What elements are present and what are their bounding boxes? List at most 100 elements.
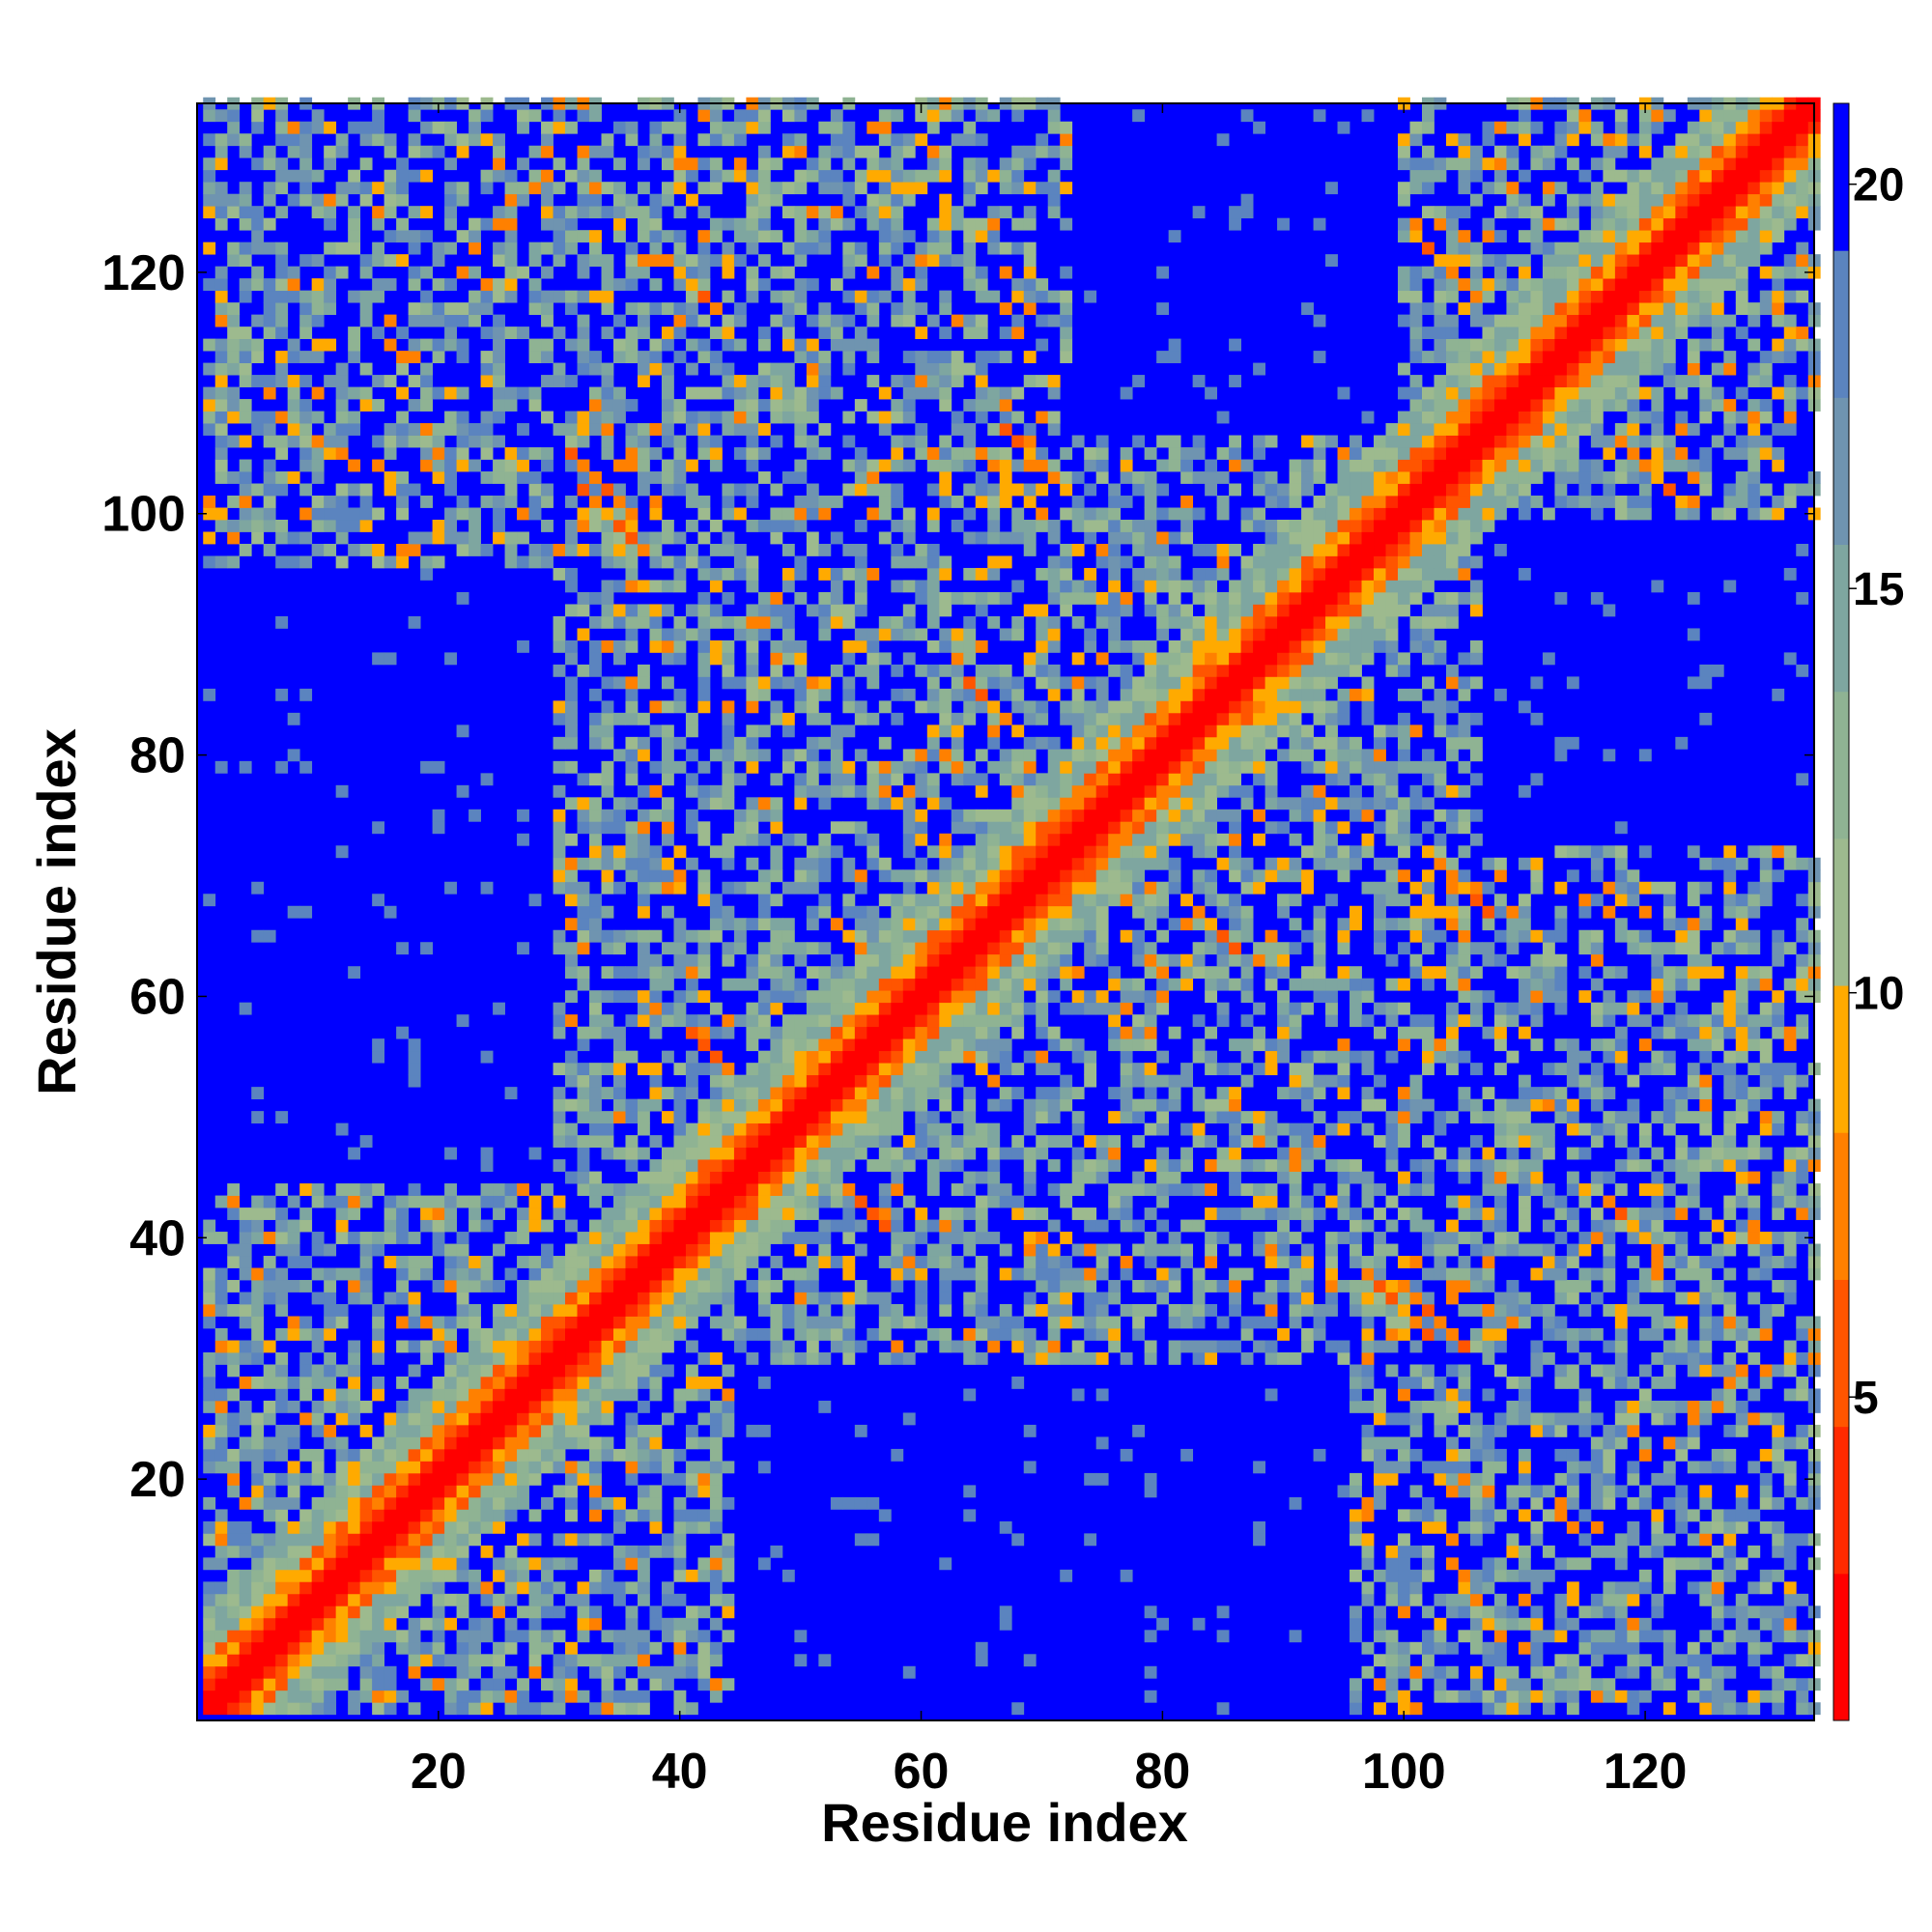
heatmap-cell xyxy=(359,1424,373,1437)
heatmap-cell xyxy=(915,266,928,279)
heatmap-cell xyxy=(878,1026,892,1039)
heatmap-cell xyxy=(456,1605,469,1619)
heatmap-cell xyxy=(565,302,578,316)
heatmap-cell xyxy=(661,1208,674,1220)
heatmap-cell xyxy=(661,483,674,497)
heatmap-cell xyxy=(830,664,843,677)
heatmap-cell xyxy=(757,1424,771,1437)
heatmap-cell xyxy=(649,1351,663,1365)
heatmap-cell xyxy=(420,1436,433,1450)
heatmap-cell xyxy=(565,1327,578,1341)
heatmap-cell xyxy=(637,1256,650,1268)
heatmap-cell xyxy=(287,1376,300,1389)
heatmap-cell xyxy=(915,351,928,363)
heatmap-cell xyxy=(1084,519,1097,532)
heatmap-cell xyxy=(854,1063,867,1076)
heatmap-cell xyxy=(456,1665,469,1679)
heatmap-cell xyxy=(818,1400,832,1413)
heatmap-cell xyxy=(999,1183,1012,1196)
heatmap-cell xyxy=(384,338,397,352)
heatmap-cell xyxy=(637,206,650,219)
heatmap-cell xyxy=(541,1183,554,1196)
heatmap-cell xyxy=(685,1280,698,1293)
heatmap-cell xyxy=(1084,1219,1097,1233)
heatmap-cell xyxy=(878,700,892,714)
heatmap-cell xyxy=(1071,1208,1085,1220)
heatmap-cell xyxy=(1060,507,1073,521)
heatmap-cell xyxy=(951,109,964,123)
heatmap-cell xyxy=(975,266,988,279)
heatmap-cell xyxy=(926,905,940,919)
heatmap-cell xyxy=(1060,327,1073,339)
heatmap-cell xyxy=(746,242,759,255)
heatmap-cell xyxy=(493,1183,505,1196)
heatmap-cell xyxy=(637,1327,650,1341)
heatmap-cell xyxy=(854,327,867,339)
heatmap-cell xyxy=(999,809,1012,822)
heatmap-cell xyxy=(842,652,856,666)
heatmap-cell xyxy=(601,254,614,268)
heatmap-cell xyxy=(854,929,867,943)
heatmap-cell xyxy=(697,351,711,363)
heatmap-cell xyxy=(324,1304,337,1317)
heatmap-cell xyxy=(553,1690,566,1703)
heatmap-cell xyxy=(480,362,494,376)
heatmap-cell xyxy=(637,1014,650,1028)
heatmap-cell xyxy=(685,978,698,991)
heatmap-cell xyxy=(1047,169,1061,183)
heatmap-cell xyxy=(1011,435,1025,448)
heatmap-cell xyxy=(420,169,433,183)
heatmap-cell xyxy=(926,242,940,255)
heatmap-cell xyxy=(770,821,783,835)
heatmap-cell xyxy=(348,1461,361,1474)
heatmap-cell xyxy=(770,942,783,955)
heatmap-cell xyxy=(649,857,663,870)
heatmap-cell xyxy=(939,109,952,123)
heatmap-cell xyxy=(420,1581,433,1595)
heatmap-cell xyxy=(251,1292,265,1305)
heatmap-cell xyxy=(709,1208,723,1220)
heatmap-cell xyxy=(806,543,819,556)
heatmap-cell xyxy=(372,1183,385,1196)
heatmap-cell xyxy=(275,1496,289,1510)
heatmap-cell xyxy=(781,302,795,316)
heatmap-cell xyxy=(963,278,977,292)
heatmap-cell xyxy=(589,1195,602,1208)
heatmap-cell xyxy=(722,1111,735,1124)
heatmap-cell xyxy=(770,1135,783,1148)
heatmap-cell xyxy=(867,760,880,774)
heatmap-cell xyxy=(1011,327,1025,339)
heatmap-cell xyxy=(480,133,494,147)
heatmap-cell xyxy=(311,1569,325,1582)
heatmap-cell xyxy=(1084,447,1097,460)
heatmap-cell xyxy=(517,1208,529,1220)
heatmap-cell xyxy=(939,929,952,943)
heatmap-cell xyxy=(493,1690,505,1703)
heatmap-cell xyxy=(1036,447,1049,460)
heatmap-cell xyxy=(1047,615,1061,629)
heatmap-cell xyxy=(1071,966,1085,980)
heatmap-cell xyxy=(214,1388,228,1402)
heatmap-cell xyxy=(456,411,469,424)
heatmap-cell xyxy=(902,169,916,183)
heatmap-cell xyxy=(324,435,337,448)
heatmap-cell xyxy=(517,1388,529,1402)
heatmap-cell xyxy=(469,1448,481,1462)
heatmap-cell xyxy=(432,242,445,255)
heatmap-cell xyxy=(227,1243,241,1257)
heatmap-cell xyxy=(1047,411,1061,424)
heatmap-cell xyxy=(975,604,988,617)
heatmap-cell xyxy=(480,1545,494,1558)
heatmap-cell xyxy=(384,1195,397,1208)
heatmap-cell xyxy=(601,555,614,569)
heatmap-cell xyxy=(902,1135,916,1148)
heatmap-cell xyxy=(746,1280,759,1293)
heatmap-cell xyxy=(757,1074,771,1088)
heatmap-cell xyxy=(541,1702,554,1716)
heatmap-cell xyxy=(565,1436,578,1450)
heatmap-cell xyxy=(612,157,626,171)
heatmap-cell xyxy=(493,1208,505,1220)
heatmap-cell xyxy=(444,338,457,352)
heatmap-cell xyxy=(1047,953,1061,967)
heatmap-cell xyxy=(806,386,819,400)
